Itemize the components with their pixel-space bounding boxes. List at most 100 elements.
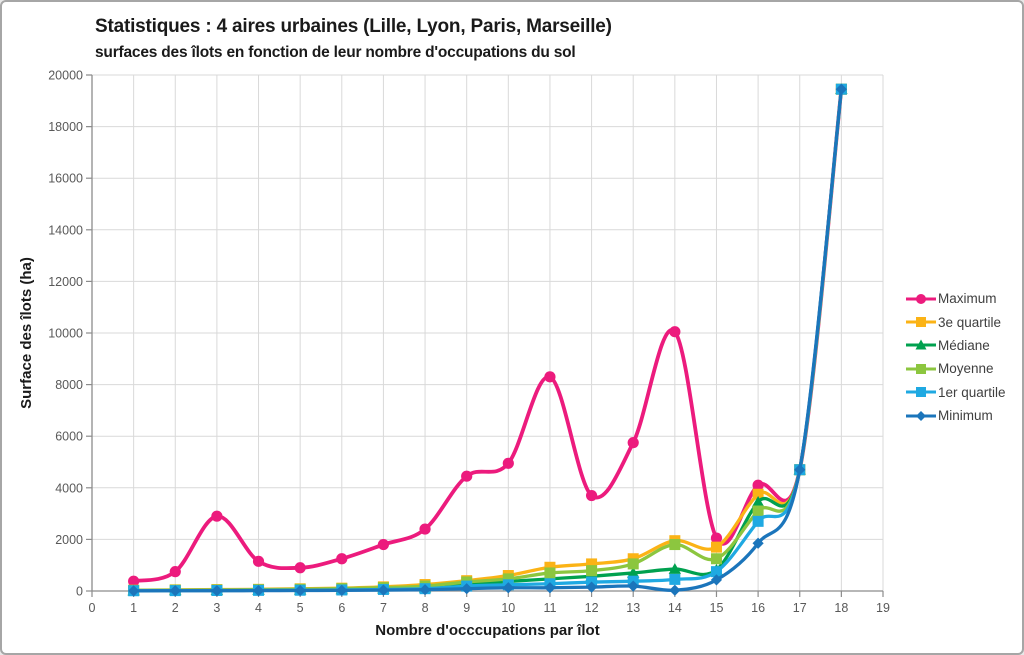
legend-swatch-1er-quartile	[906, 387, 936, 398]
x-tick-label: 2	[172, 601, 179, 615]
marker-minimum	[128, 585, 140, 597]
marker-maximum	[752, 479, 764, 491]
x-tick-label: 5	[297, 601, 304, 615]
y-tick-label: 2000	[55, 533, 83, 547]
marker-minimum	[419, 584, 431, 596]
marker-minimum	[252, 585, 265, 597]
y-tick-label: 18000	[48, 120, 83, 134]
square-marker-icon	[916, 317, 926, 328]
series-line-m-diane	[131, 87, 844, 593]
chart-subtitle: surfaces des îlots en fonction de leur n…	[95, 44, 576, 61]
legend-item-1er-quartile: 1er quartile	[905, 381, 1006, 404]
y-tick-label: 4000	[55, 481, 83, 495]
x-tick-label: 3	[213, 601, 220, 615]
marker-maximum	[585, 489, 598, 502]
marker-moyenne	[669, 539, 681, 551]
marker-maximum	[377, 538, 390, 551]
x-tick-label: 18	[834, 601, 848, 615]
marker-minimum	[336, 584, 348, 596]
x-tick-label: 6	[338, 601, 345, 615]
x-tick-label: 13	[626, 601, 640, 615]
legend-item-m-diane: Médiane	[905, 334, 1006, 357]
marker-maximum	[502, 457, 514, 469]
marker-minimum	[585, 581, 598, 593]
marker-1er-quartile	[669, 573, 681, 585]
marker-minimum	[377, 584, 390, 596]
legend-swatch-maximum	[906, 293, 936, 304]
y-tick-label: 8000	[55, 378, 83, 392]
y-tick-label: 14000	[48, 223, 83, 237]
marker-1er-quartile	[752, 515, 764, 527]
marker-maximum	[252, 555, 265, 567]
circle-marker-icon	[916, 293, 926, 304]
x-tick-label: 8	[422, 601, 429, 615]
marker-moyenne	[627, 558, 639, 570]
y-tick-label: 16000	[48, 172, 83, 186]
marker-m-diane	[751, 495, 765, 507]
marker-maximum	[336, 553, 348, 565]
marker-maximum	[627, 437, 639, 449]
marker-minimum	[752, 537, 764, 549]
marker-minimum	[627, 580, 639, 592]
x-tick-label: 1	[130, 601, 137, 615]
marker-maximum	[128, 575, 140, 587]
legend-label: 3e quartile	[938, 314, 1002, 330]
marker-maximum	[544, 371, 556, 383]
x-tick-label: 16	[751, 601, 765, 615]
marker-maximum	[169, 566, 181, 578]
square-marker-icon	[916, 363, 926, 374]
marker-minimum	[461, 583, 473, 595]
marker-minimum	[835, 83, 847, 95]
legend-swatch-moyenne	[906, 363, 936, 374]
marker-m-diane	[668, 563, 682, 574]
legend-label: Moyenne	[938, 361, 994, 377]
series-line-minimum	[131, 87, 844, 593]
legend-label: Médiane	[938, 337, 990, 353]
legend-item-minimum: Minimum	[905, 404, 1006, 427]
series-line-moyenne	[131, 87, 844, 593]
marker-minimum	[169, 585, 181, 597]
marker-minimum	[669, 584, 681, 596]
marker-3e-quartile	[586, 558, 598, 570]
legend-swatch-m-diane	[906, 339, 936, 350]
legend-label: 1er quartile	[938, 384, 1006, 400]
square-marker-icon	[916, 387, 926, 398]
marker-moyenne	[544, 567, 556, 579]
legend-swatch-minimum	[906, 410, 936, 421]
diamond-marker-icon	[916, 410, 926, 421]
marker-moyenne	[586, 565, 598, 577]
x-tick-label: 12	[585, 601, 599, 615]
marker-moyenne	[752, 505, 764, 517]
y-tick-label: 6000	[55, 430, 83, 444]
marker-1er-quartile	[710, 566, 722, 578]
y-tick-label: 10000	[48, 327, 83, 341]
x-tick-label: 0	[89, 601, 96, 615]
marker-minimum	[502, 582, 514, 594]
marker-maximum	[710, 532, 723, 544]
marker-minimum	[544, 582, 556, 594]
legend-item-3e-quartile: 3e quartile	[905, 310, 1006, 333]
legend-label: Maximum	[938, 291, 997, 307]
y-axis-title: Surface des îlots (ha)	[18, 257, 35, 409]
chart-title: Statistiques : 4 aires urbaines (Lille, …	[95, 16, 612, 37]
y-tick-label: 12000	[48, 275, 83, 289]
y-tick-label: 0	[76, 585, 83, 599]
marker-3e-quartile	[710, 541, 722, 553]
x-tick-label: 10	[501, 601, 515, 615]
x-tick-label: 15	[710, 601, 724, 615]
series-line-1er-quartile	[131, 87, 844, 593]
series-line-maximum	[131, 87, 844, 584]
x-axis-title: Nombre d'occcupations par îlot	[375, 622, 600, 639]
marker-minimum	[794, 464, 806, 476]
legend-label: Minimum	[938, 408, 993, 424]
marker-maximum	[211, 510, 223, 522]
x-tick-label: 17	[793, 601, 807, 615]
x-tick-label: 7	[380, 601, 387, 615]
marker-moyenne	[502, 573, 514, 585]
legend-item-moyenne: Moyenne	[905, 357, 1006, 380]
x-tick-label: 11	[543, 601, 556, 615]
series-line-3e-quartile	[131, 87, 844, 592]
marker-m-diane	[627, 566, 640, 578]
x-tick-label: 4	[255, 601, 262, 615]
